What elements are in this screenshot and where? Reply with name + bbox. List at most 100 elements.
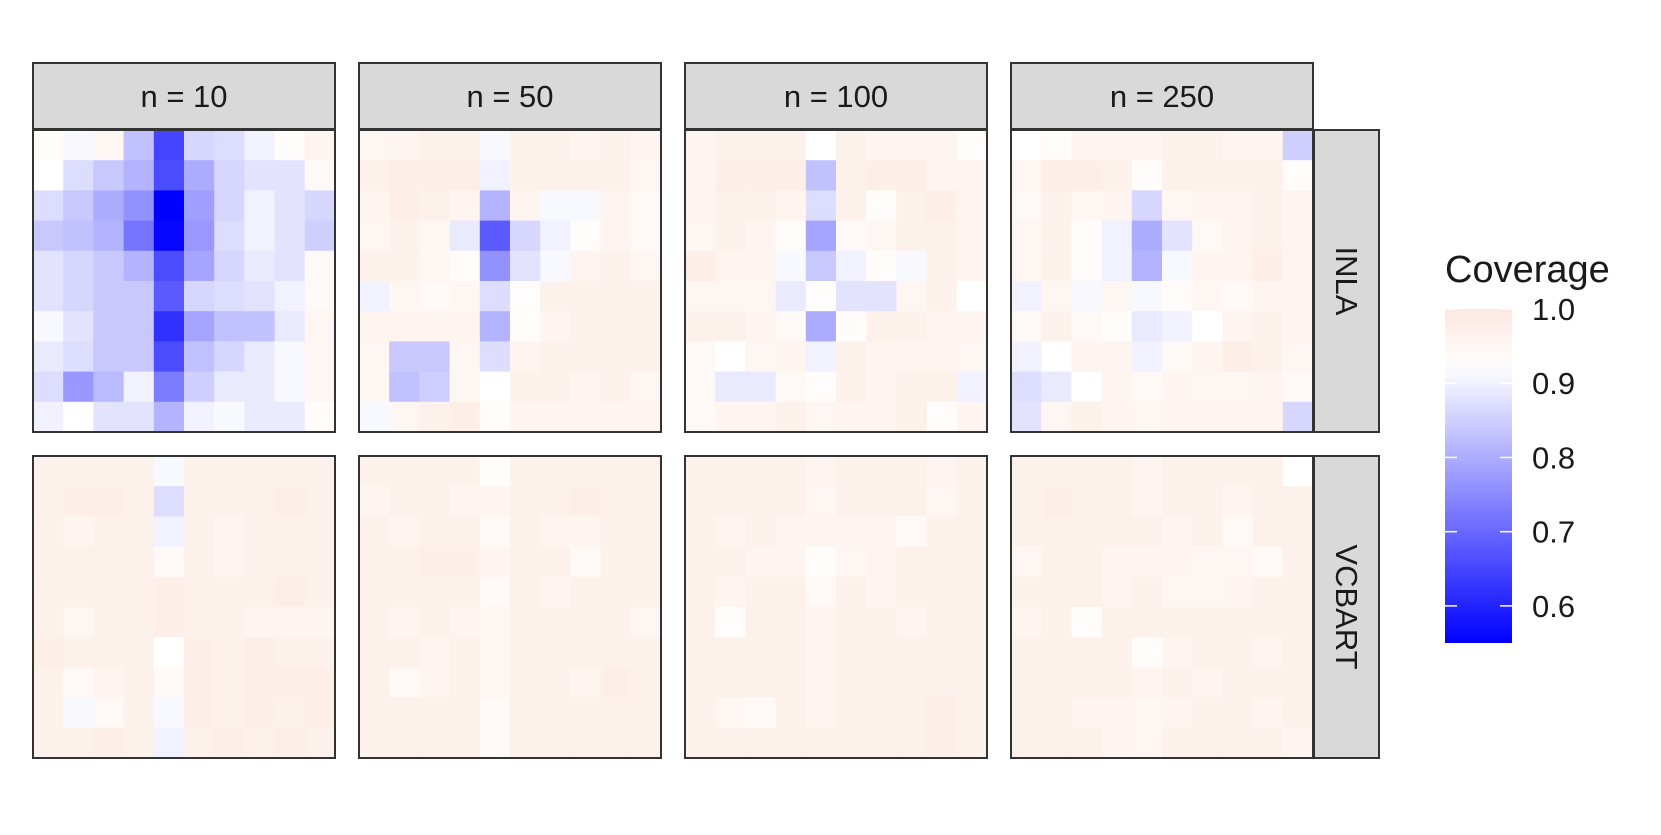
heatmap-cell [304,311,336,342]
heatmap-cell [745,546,777,578]
heatmap-cell [93,220,125,252]
heatmap-cell [93,341,125,373]
heatmap-cell [570,667,602,699]
heatmap-cell [33,697,64,729]
heatmap-cell [1131,341,1163,373]
heatmap-cell [184,130,215,161]
heatmap-cell [304,250,336,282]
heatmap-cell [449,311,481,342]
heatmap-cell [1162,281,1193,312]
heatmap-cell [153,667,185,699]
heatmap-cell [836,190,867,222]
heatmap-cell [866,220,897,252]
heatmap-cell [93,401,125,433]
heatmap-cell [1192,637,1223,668]
heatmap-cell [540,401,571,433]
panel-border [684,455,988,759]
heatmap-cell [244,371,276,403]
heatmap-cell [419,697,451,729]
heatmap-cell [449,607,481,638]
heatmap-cell [926,401,958,433]
heatmap-cell [1282,160,1314,191]
heatmap-cell [745,311,777,342]
heatmap-cell [715,727,746,759]
heatmap-cell [685,281,716,312]
heatmap-cell [510,456,541,487]
heatmap-cell [93,190,125,222]
heatmap-cell [1282,130,1314,161]
heatmap-cell [214,576,245,608]
heatmap-cell [449,190,481,222]
heatmap-cell [479,190,511,222]
heatmap-cell [479,401,511,433]
heatmap-cell [1192,160,1223,191]
heatmap-cell [926,311,958,342]
heatmap-cell [93,486,125,517]
strip-background [32,62,336,130]
heatmap-cell [540,516,571,548]
heatmap-cell [926,456,958,487]
heatmap-cell [449,576,481,608]
heatmap-cell [274,727,306,759]
heatmap-cell [304,486,336,517]
heatmap-cell [1162,190,1193,222]
heatmap-cell [1131,516,1163,548]
heatmap-cell [836,727,867,759]
heatmap-cell [540,311,571,342]
heatmap-cell [304,607,336,638]
heatmap-cell [896,486,928,517]
heatmap-cell [419,371,451,403]
heatmap-cell [63,607,94,638]
heatmap-cell [1101,250,1133,282]
heatmap-cell [1162,607,1193,638]
heatmap-cell [745,516,777,548]
heatmap-cell [836,220,867,252]
heatmap-cell [1252,250,1284,282]
heatmap-cell [775,281,807,312]
heatmap-cell [775,486,807,517]
heatmap-cell [359,311,390,342]
heatmap-cell [570,607,602,638]
heatmap-cell [926,697,958,729]
heatmap-cell [715,341,746,373]
heatmap-panel [32,455,336,759]
heatmap-cell [63,516,94,548]
heatmap-cell [123,546,155,578]
heatmap-cell [1131,401,1163,433]
heatmap-cell [715,281,746,312]
heatmap-cell [715,576,746,608]
heatmap-cell [33,486,64,517]
heatmap-cell [33,456,64,487]
heatmap-cell [775,160,807,191]
heatmap-cell [1192,546,1223,578]
heatmap-cell [1101,311,1133,342]
heatmap-cell [244,160,276,191]
heatmap-cell [866,486,897,517]
heatmap-cell [1101,516,1133,548]
heatmap-cell [449,250,481,282]
heatmap-cell [63,250,94,282]
heatmap-cell [926,486,958,517]
heatmap-cell [685,546,716,578]
heatmap-cell [244,130,276,161]
heatmap-cell [805,697,837,729]
heatmap-cell [479,220,511,252]
heatmap-cell [214,607,245,638]
heatmap-cell [866,697,897,729]
heatmap-cell [600,341,632,373]
heatmap-cell [33,371,64,403]
heatmap-cell [153,727,185,759]
row-strip-label: INLA [1329,247,1364,316]
heatmap-cell [214,160,245,191]
heatmap-cell [1282,371,1314,403]
heatmap-cell [896,637,928,668]
facet-strips: n = 10 n = 50 n = 100 n = 250 INLA VCBART [32,62,1380,759]
heatmap-cell [33,637,64,668]
heatmap-cell [479,667,511,699]
heatmap-cell [745,160,777,191]
heatmap-cell [389,486,420,517]
heatmap-cell [153,250,185,282]
heatmap-cell [153,576,185,608]
heatmap-cell [866,341,897,373]
heatmap-cell [33,220,64,252]
